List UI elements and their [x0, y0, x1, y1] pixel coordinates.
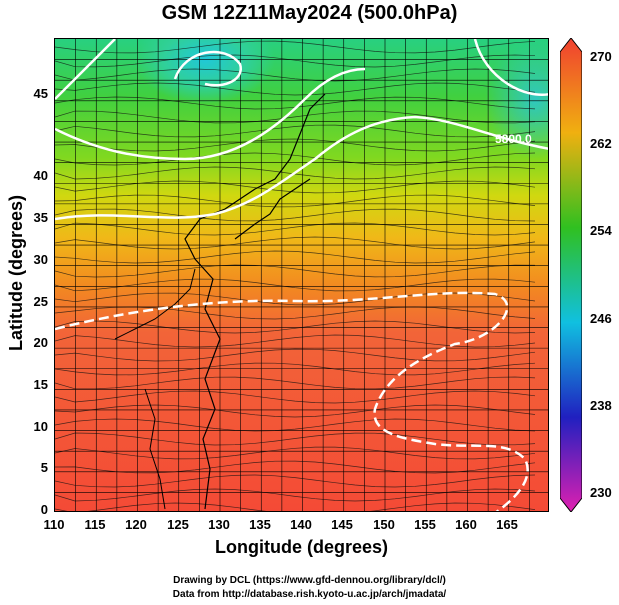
streamline: [55, 502, 536, 511]
streamline: [55, 488, 536, 502]
cold-center-east: [485, 39, 548, 159]
streamline: [55, 432, 536, 446]
colorbar-tick: 230: [590, 485, 612, 500]
coastlines: [114, 93, 326, 510]
streamline: [55, 292, 536, 306]
y-tick: 5: [40, 460, 48, 475]
streamline: [55, 460, 536, 474]
streamline: [55, 474, 536, 488]
credit-line: Drawing by DCL (https://www.gfd-dennou.o…: [173, 575, 446, 586]
x-tick: 150: [373, 517, 395, 532]
streamline: [55, 54, 536, 68]
colorbar: [560, 38, 582, 512]
y-tick: 35: [33, 210, 48, 225]
y-tick: 0: [40, 502, 48, 517]
streamline: [55, 320, 536, 334]
streamline: [55, 348, 536, 362]
streamline: [55, 278, 536, 292]
grid-lines: [55, 39, 548, 511]
map-svg: 5800.0: [55, 39, 548, 511]
streamline: [55, 194, 536, 208]
credit-line: Data from http://database.rish.kyoto-u.a…: [172, 589, 447, 600]
streamline: [55, 250, 536, 264]
x-tick: 145: [331, 517, 353, 532]
height-contours: [55, 39, 548, 511]
y-tick: 40: [33, 168, 48, 183]
x-tick: 110: [43, 517, 65, 532]
x-axis-label: Longitude (degrees): [214, 537, 388, 557]
streamline: [55, 404, 536, 418]
x-tick: 140: [290, 517, 312, 532]
x-tick: 135: [249, 517, 271, 532]
streamline: [55, 180, 536, 194]
streamline: [55, 208, 536, 222]
contour-label: 5800.0: [495, 132, 532, 146]
streamline: [55, 40, 536, 54]
y-tick: 15: [33, 377, 48, 392]
y-tick: 25: [33, 294, 48, 309]
chart-title: GSM 12Z11May2024 (500.0hPa): [161, 2, 458, 24]
streamline: [55, 376, 536, 390]
colorbar-tick: 238: [590, 398, 612, 413]
x-tick: 160: [455, 517, 477, 532]
y-tick: 10: [33, 419, 48, 434]
colorbar-tick: 254: [590, 223, 612, 238]
streamline: [55, 334, 536, 348]
plot-area: 5800.0: [54, 38, 549, 512]
y-tick: 20: [33, 335, 48, 350]
colorbar-tick: 246: [590, 311, 612, 326]
x-tick: 130: [208, 517, 230, 532]
streamline: [55, 418, 536, 432]
x-tick: 120: [125, 517, 147, 532]
streamline: [55, 110, 536, 124]
streamline: [55, 362, 536, 376]
streamline: [55, 68, 536, 82]
streamline: [55, 446, 536, 460]
streamline: [55, 390, 536, 404]
streamline: [55, 264, 536, 278]
streamline: [55, 152, 536, 166]
x-tick: 115: [84, 517, 106, 532]
y-tick: 30: [33, 252, 48, 267]
x-tick: 125: [167, 517, 189, 532]
streamline: [55, 124, 536, 138]
y-tick: 45: [33, 86, 48, 101]
x-tick: 155: [414, 517, 436, 532]
streamline: [55, 82, 536, 96]
x-tick: 165: [496, 517, 518, 532]
colorbar-tick: 270: [590, 49, 612, 64]
colorbar-tick: 262: [590, 136, 612, 151]
streamline: [55, 222, 536, 236]
streamline: [55, 236, 536, 250]
streamline: [55, 138, 536, 152]
y-axis-label: Latitude (degrees): [6, 194, 26, 352]
